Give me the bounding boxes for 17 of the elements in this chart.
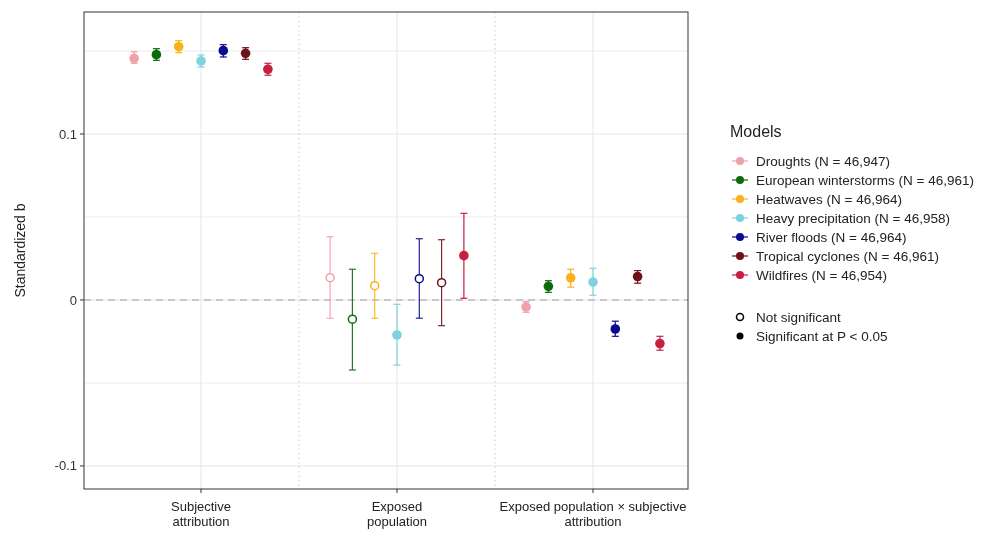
y-tick-label: 0.1	[58, 126, 77, 142]
legend-label: River floods (N = 46,964)	[756, 229, 907, 245]
x-tick-label: Exposed population	[367, 499, 427, 529]
legend-label: Wildfires (N = 46,954)	[756, 267, 887, 283]
text: Not significant	[756, 309, 842, 325]
y-tick-label: -0.1	[54, 458, 77, 474]
text: Significant at P < 0.05	[756, 328, 888, 344]
x-tick-label: Exposed population × subjective attribution	[499, 499, 687, 529]
legend-title: Models	[730, 123, 782, 140]
legend-label: European winterstorms (N = 46,961)	[756, 172, 974, 188]
y-tick-label: 0	[69, 292, 77, 308]
legend-label: Heavy precipitation (N = 46,958)	[756, 210, 950, 226]
legend-label: Heatwaves (N = 46,964)	[756, 191, 902, 207]
x-tick-label: Subjective attribution	[171, 499, 231, 529]
legend-label: Droughts (N = 46,947)	[756, 153, 890, 169]
y-axis-title: Standardized b	[12, 203, 28, 298]
legend-label: Tropical cyclones (N = 46,961)	[756, 248, 939, 264]
